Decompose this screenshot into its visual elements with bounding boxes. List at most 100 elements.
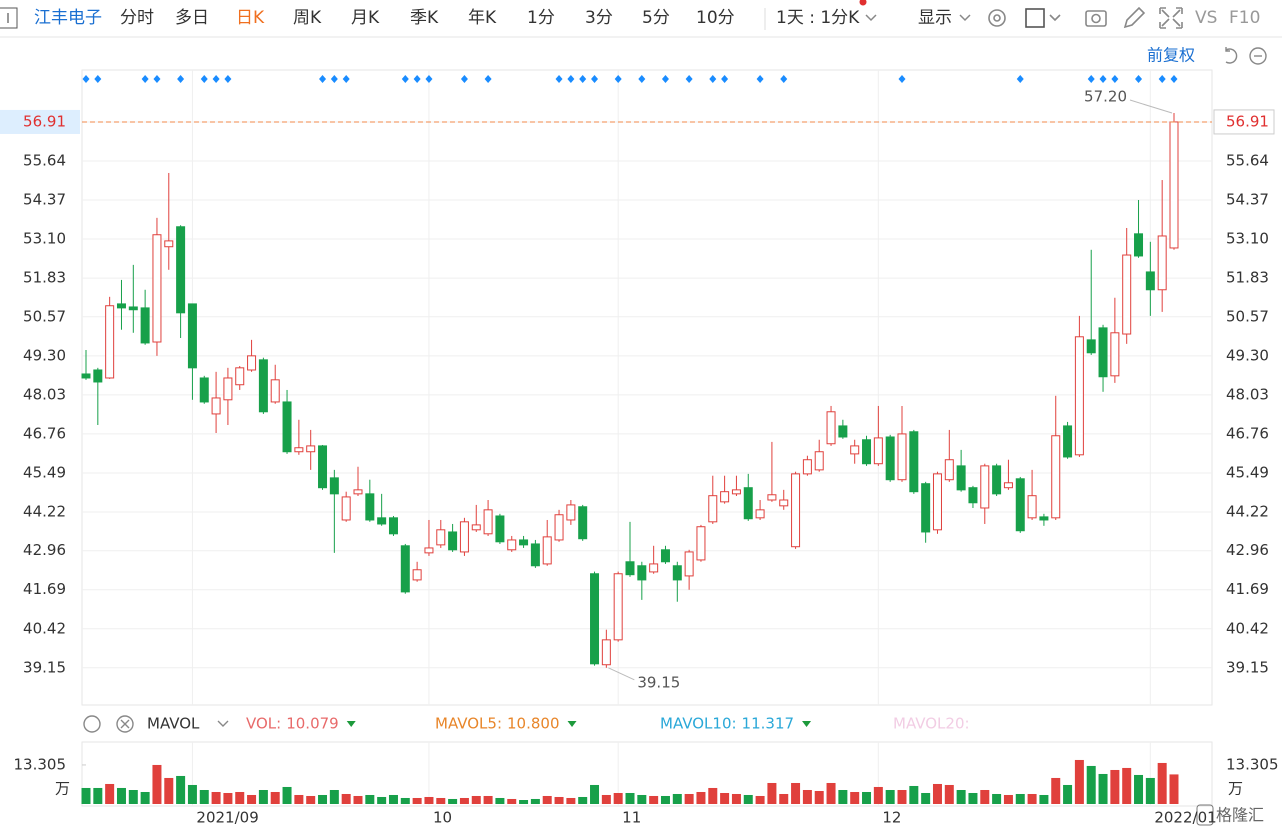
period-tab[interactable]: 多日: [175, 8, 209, 28]
period-tab[interactable]: 3分: [585, 8, 613, 28]
close-x: [120, 719, 130, 729]
candle-body: [412, 569, 422, 581]
fullscreen-icon[interactable]: [1159, 7, 1183, 29]
candle-body: [341, 496, 351, 521]
event-marker[interactable]: [177, 75, 185, 83]
indicator-settings[interactable]: [83, 715, 101, 733]
f10-button[interactable]: F10: [1229, 8, 1260, 28]
event-marker[interactable]: [342, 75, 350, 83]
vs-button[interactable]: VS: [1195, 8, 1217, 28]
event-marker[interactable]: [413, 75, 421, 83]
event-marker[interactable]: [685, 75, 693, 83]
candle-body: [660, 549, 670, 563]
event-marker[interactable]: [484, 75, 492, 83]
period-tab[interactable]: 月K: [351, 8, 380, 28]
event-marker[interactable]: [898, 75, 906, 83]
event-marker[interactable]: [555, 75, 563, 83]
event-marker[interactable]: [319, 75, 327, 83]
period-tab[interactable]: 年K: [468, 8, 497, 28]
event-marker[interactable]: [709, 75, 717, 83]
settings-icon[interactable]: [988, 9, 1006, 27]
indicator-close[interactable]: [116, 715, 134, 733]
volume-bar: [306, 795, 316, 804]
candle-body: [187, 303, 197, 369]
volume-bar: [483, 795, 493, 804]
event-marker[interactable]: [141, 75, 149, 83]
y-tick-label: 51.83: [1226, 269, 1269, 287]
menu-box[interactable]: [0, 7, 18, 29]
event-marker[interactable]: [1111, 75, 1119, 83]
chevron: [1049, 14, 1061, 22]
event-marker[interactable]: [94, 75, 102, 83]
candle-body: [802, 459, 812, 475]
period-tab[interactable]: 1分: [527, 8, 555, 28]
candle-body: [436, 529, 446, 546]
period-select[interactable]: 1天 : 1分K: [776, 8, 860, 28]
indicator-toggle[interactable]: [346, 721, 356, 727]
event-marker[interactable]: [460, 75, 468, 83]
event-marker[interactable]: [721, 75, 729, 83]
event-marker[interactable]: [425, 75, 433, 83]
period-tab[interactable]: 季K: [410, 8, 439, 28]
candle-body: [1145, 271, 1155, 291]
candle-body: [743, 487, 753, 520]
event-marker[interactable]: [756, 75, 764, 83]
candle-body: [507, 539, 517, 551]
event-marker[interactable]: [200, 75, 208, 83]
grid: [82, 70, 1212, 806]
event-marker[interactable]: [1087, 75, 1095, 83]
event-marker[interactable]: [401, 75, 409, 83]
indicator-toggle[interactable]: [567, 721, 577, 727]
annotation-leader: [608, 667, 635, 681]
volume-bar: [105, 783, 115, 804]
event-marker[interactable]: [614, 75, 622, 83]
event-marker[interactable]: [1158, 75, 1166, 83]
candle-body: [779, 499, 789, 507]
display-menu[interactable]: 显示: [918, 8, 952, 28]
y-tick-label: 42.96: [23, 541, 66, 559]
indicator-toggle[interactable]: [802, 721, 812, 727]
indicator-name[interactable]: MAVOL: [147, 715, 200, 733]
event-marker[interactable]: [591, 75, 599, 83]
candle-body: [495, 515, 505, 543]
candle-body: [649, 563, 659, 573]
candle-body: [637, 565, 647, 581]
period-tab[interactable]: 日K: [236, 8, 265, 28]
pencil-icon[interactable]: [1123, 6, 1146, 29]
event-marker[interactable]: [780, 75, 788, 83]
event-marker[interactable]: [1170, 75, 1178, 83]
event-marker[interactable]: [661, 75, 669, 83]
event-marker[interactable]: [1099, 75, 1107, 83]
chevron: [865, 14, 877, 22]
period-tab[interactable]: 5分: [642, 8, 670, 28]
reset-icon[interactable]: [1225, 47, 1238, 64]
period-tab[interactable]: 分时: [120, 8, 154, 28]
event-marker[interactable]: [82, 75, 90, 83]
y-tick-label: 54.37: [23, 191, 66, 209]
candle-body: [968, 487, 978, 504]
y-tick-label: 40.42: [23, 619, 66, 637]
camera-icon[interactable]: [1085, 10, 1107, 27]
event-marker[interactable]: [224, 75, 232, 83]
zoom-out-icon[interactable]: [1249, 47, 1267, 65]
event-marker[interactable]: [1135, 75, 1143, 83]
annotation-label: 57.20: [1084, 88, 1127, 106]
event-marker[interactable]: [579, 75, 587, 83]
event-marker[interactable]: [212, 75, 220, 83]
stock-name[interactable]: 江丰电子: [34, 8, 102, 28]
volume-bar: [211, 791, 221, 804]
event-marker[interactable]: [330, 75, 338, 83]
event-marker[interactable]: [1016, 75, 1024, 83]
adjust-mode[interactable]: 前复权: [1147, 46, 1195, 65]
box-icon[interactable]: [1025, 8, 1045, 28]
watermark: 格隆汇: [1196, 804, 1264, 826]
period-tab[interactable]: 10分: [696, 8, 735, 28]
volume-bar: [708, 787, 718, 804]
period-tab[interactable]: 周K: [293, 8, 322, 28]
event-marker[interactable]: [567, 75, 575, 83]
candle-body: [885, 436, 895, 481]
event-marker[interactable]: [153, 75, 161, 83]
volume-bar: [235, 791, 245, 804]
candle-body: [1086, 339, 1096, 354]
event-marker[interactable]: [638, 75, 646, 83]
